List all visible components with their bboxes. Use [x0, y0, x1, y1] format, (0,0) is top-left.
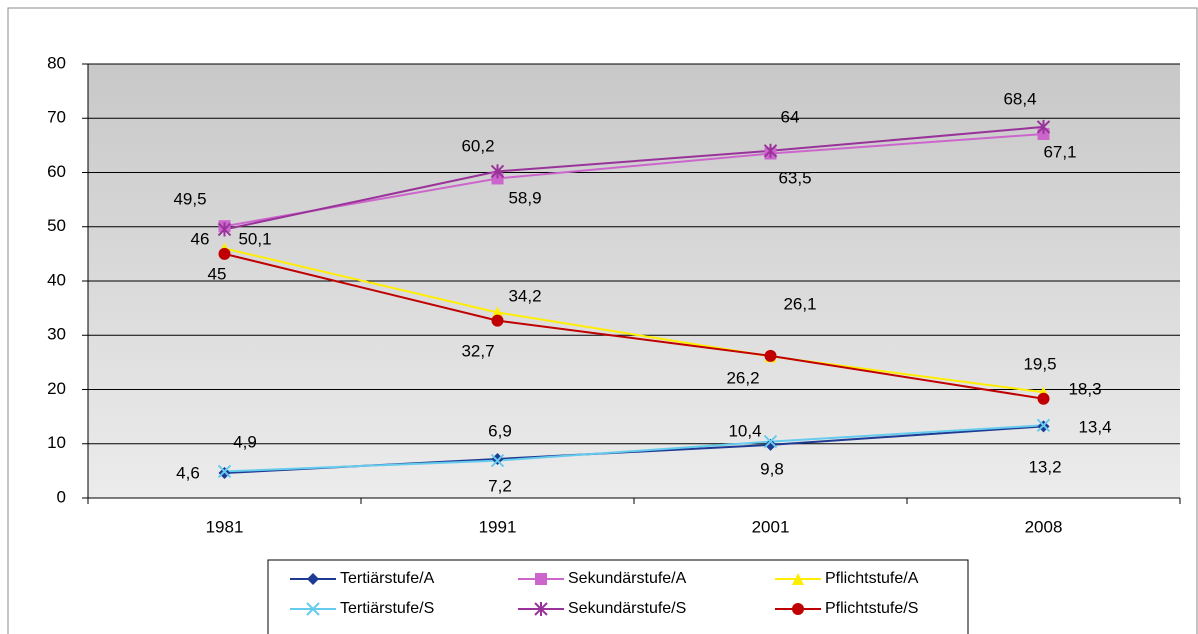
y-tick-label: 30 [47, 325, 66, 344]
marker [490, 453, 505, 468]
data-label: 34,2 [508, 286, 541, 305]
marker [1037, 392, 1050, 405]
data-label: 64 [781, 107, 800, 126]
data-label: 58,9 [508, 188, 541, 207]
y-tick-label: 70 [47, 108, 66, 127]
marker [217, 464, 232, 479]
legend-marker [792, 603, 804, 615]
marker [763, 434, 778, 449]
data-label: 67,1 [1043, 142, 1076, 161]
legend-label: Tertiärstufe/S [340, 600, 434, 617]
marker [491, 452, 504, 465]
legend-label: Sekundärstufe/A [568, 570, 687, 587]
legend-marker [306, 602, 320, 616]
data-label: 9,8 [760, 459, 784, 478]
marker [491, 314, 504, 327]
data-label: 4,9 [233, 432, 257, 451]
data-label: 68,4 [1003, 89, 1036, 108]
legend-marker [792, 573, 804, 585]
data-label: 45 [208, 264, 227, 283]
x-tick-label: 2001 [752, 517, 790, 536]
marker [764, 349, 777, 362]
series-line [224, 424, 1044, 473]
marker [1036, 418, 1051, 433]
legend-label: Sekundärstufe/S [568, 600, 686, 617]
data-label: 19,5 [1023, 354, 1056, 373]
data-label: 13,2 [1028, 457, 1061, 476]
legend-marker [535, 573, 547, 585]
x-tick-label: 1981 [206, 517, 244, 536]
data-label: 32,7 [461, 341, 494, 360]
series-line [224, 252, 1044, 400]
data-label: 18,3 [1068, 379, 1101, 398]
series-line [224, 125, 1044, 231]
data-label: 13,4 [1078, 417, 1111, 436]
data-label: 60,2 [461, 136, 494, 155]
series-line [224, 132, 1044, 228]
data-label: 50,1 [238, 229, 271, 248]
y-tick-label: 0 [57, 487, 66, 506]
y-tick-label: 10 [47, 433, 66, 452]
data-label: 46 [191, 229, 210, 248]
data-label: 49,5 [173, 189, 206, 208]
marker [490, 164, 505, 179]
legend-marker [307, 573, 319, 585]
data-label: 7,2 [488, 476, 512, 495]
y-tick-label: 60 [47, 162, 66, 181]
y-tick-label: 80 [47, 53, 66, 72]
legend-label: Pflichtstufe/A [825, 570, 919, 587]
data-label: 6,9 [488, 421, 512, 440]
marker [1036, 119, 1051, 134]
data-label: 4,6 [176, 463, 200, 482]
legend-label: Pflichtstufe/S [825, 600, 918, 617]
marker [764, 438, 777, 451]
marker [217, 222, 232, 237]
data-label: 26,2 [726, 368, 759, 387]
series-line [224, 247, 1044, 394]
x-tick-label: 1991 [479, 517, 517, 536]
legend: Tertiärstufe/A Sekundärstufe/A Pflichtstuf… [290, 570, 919, 617]
x-tick-label: 2008 [1025, 517, 1063, 536]
y-tick-label: 20 [47, 379, 66, 398]
legend-label: Tertiärstufe/A [340, 570, 435, 587]
marker [763, 143, 778, 158]
data-label: 10,4 [728, 421, 761, 440]
legend-box [267, 559, 969, 634]
legend-marker [534, 602, 548, 616]
marker [218, 247, 231, 260]
marker [218, 467, 231, 480]
y-tick-label: 50 [47, 216, 66, 235]
y-tick-label: 40 [47, 270, 66, 289]
data-label: 63,5 [778, 168, 811, 187]
data-label: 26,1 [783, 294, 816, 313]
